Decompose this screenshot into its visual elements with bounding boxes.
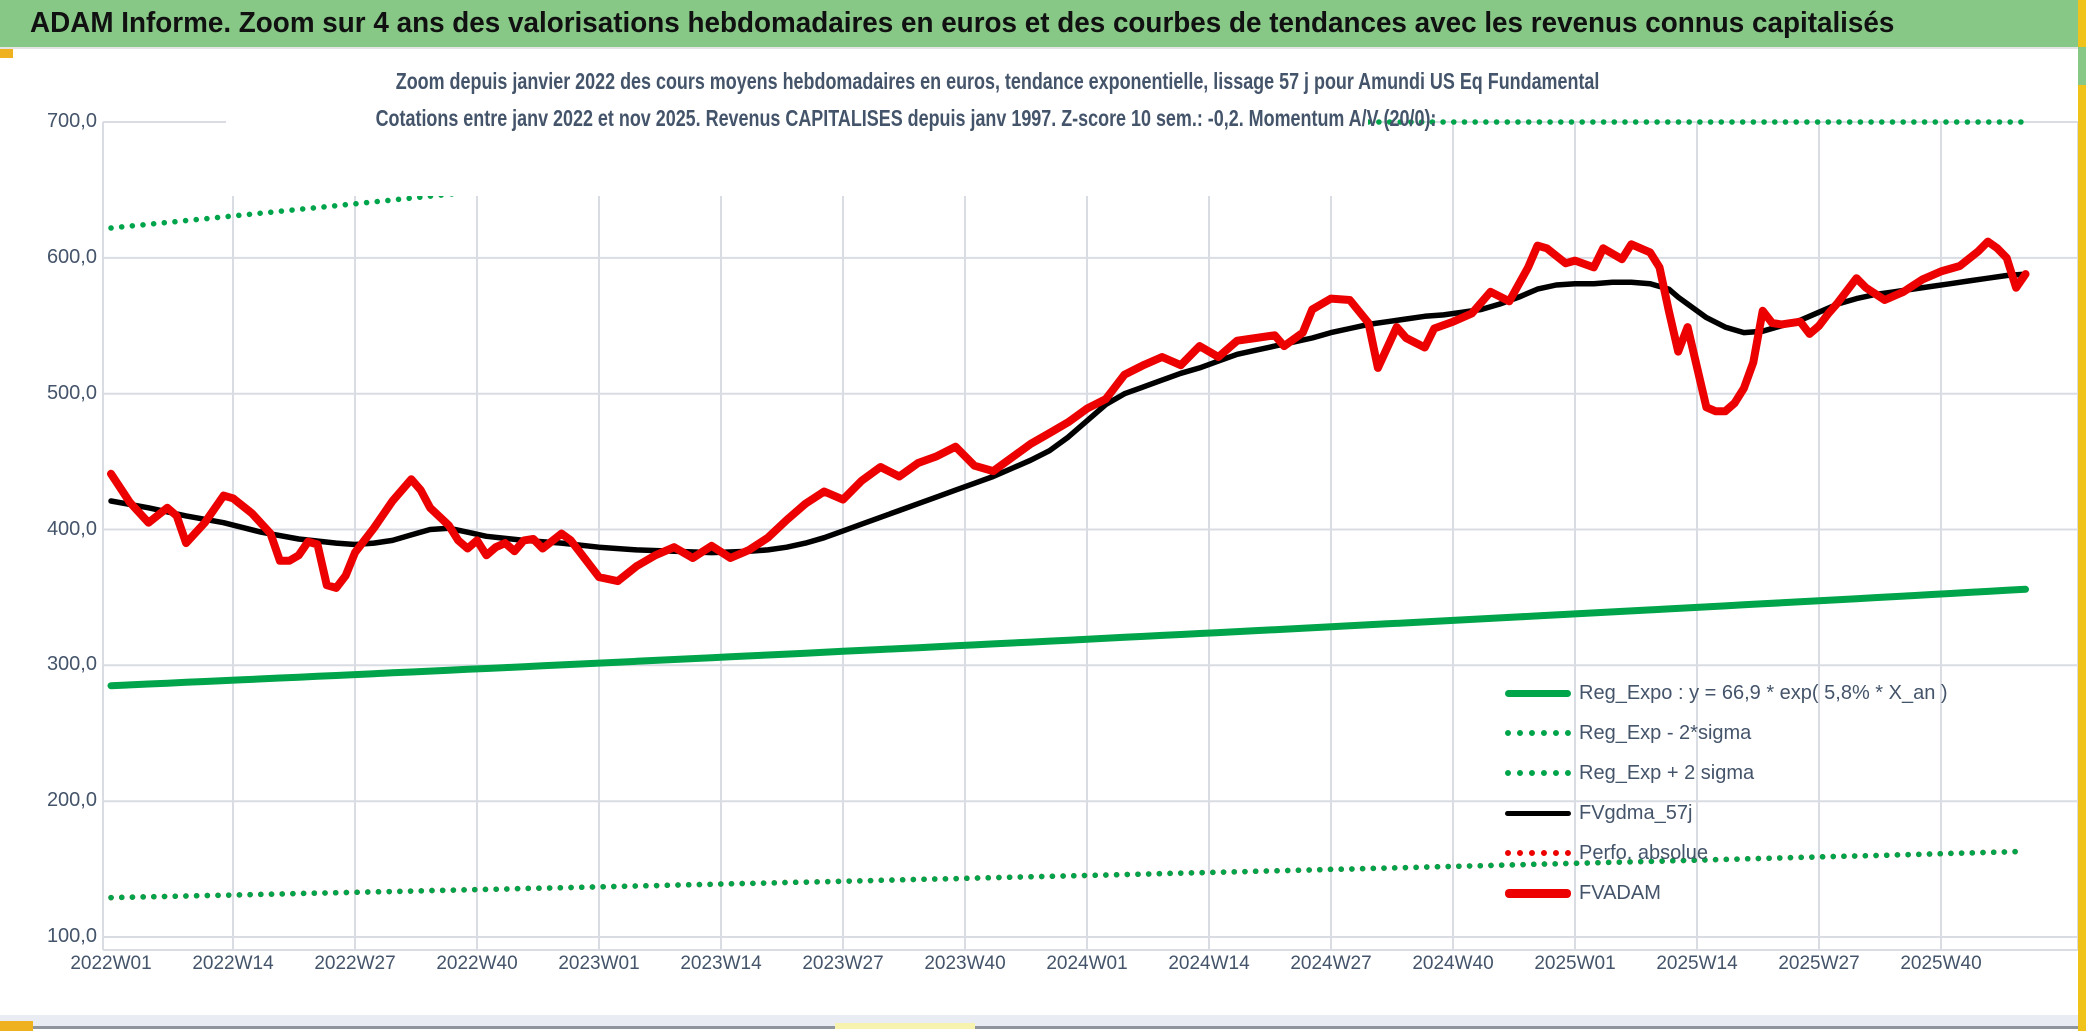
legend-label: Reg_Expo : y = 66,9 * exp( 5,8% * X_an ) bbox=[1579, 681, 1948, 704]
legend-item-fvadam[interactable]: FVADAM bbox=[1505, 873, 2065, 913]
x-axis-label: 2022W27 bbox=[314, 953, 396, 974]
chart-title: Zoom depuis janvier 2022 des cours moyen… bbox=[226, 58, 1600, 196]
y-axis-label: 100,0 bbox=[46, 925, 97, 947]
y-axis-label: 400,0 bbox=[46, 517, 97, 540]
chart-title-line1: Zoom depuis janvier 2022 des cours moyen… bbox=[395, 68, 1600, 94]
bottom-left-accent bbox=[0, 1021, 33, 1031]
x-axis-label: 2023W01 bbox=[558, 953, 640, 974]
report-header-bar: ADAM Informe. Zoom sur 4 ans des valoris… bbox=[0, 0, 2078, 47]
x-axis-label: 2022W40 bbox=[436, 953, 518, 974]
series-reg-expo[interactable] bbox=[107, 585, 2029, 690]
series-reg-exp-2-sigma[interactable] bbox=[108, 848, 2029, 901]
chart-title-line2: Cotations entre janv 2022 et nov 2025. R… bbox=[375, 105, 1437, 131]
legend-label: Reg_Exp - 2*sigma bbox=[1579, 721, 1752, 744]
x-axis-label: 2025W14 bbox=[1656, 953, 1738, 974]
report-header-title: ADAM Informe. Zoom sur 4 ans des valoris… bbox=[30, 7, 1895, 39]
series-fvgdma-57j[interactable] bbox=[108, 271, 2029, 556]
legend-label: Perfo. absolue bbox=[1579, 841, 1708, 864]
x-axis-label: 2023W40 bbox=[924, 953, 1006, 974]
x-axis-label: 2024W27 bbox=[1290, 953, 1372, 974]
y-axis-label: 700,0 bbox=[46, 110, 97, 133]
x-axis-label: 2025W40 bbox=[1900, 953, 1982, 974]
legend-dotted-line-icon bbox=[1505, 730, 1571, 736]
x-axis-label: 2025W27 bbox=[1778, 953, 1860, 974]
legend-label: FVADAM bbox=[1579, 881, 1661, 904]
x-axis-label: 2024W01 bbox=[1046, 953, 1128, 974]
legend-line-icon bbox=[1505, 810, 1571, 816]
y-axis-label: 500,0 bbox=[46, 381, 97, 404]
legend-label: Reg_Exp + 2 sigma bbox=[1579, 761, 1755, 784]
legend-dotted-line-icon bbox=[1505, 770, 1571, 776]
legend-label: FVgdma_57j bbox=[1579, 801, 1693, 824]
legend-item-perfo-absolue[interactable]: Perfo. absolue bbox=[1505, 833, 2065, 873]
legend-line-icon bbox=[1505, 689, 1571, 697]
bottom-center-accent bbox=[835, 1023, 975, 1029]
series-fvadam[interactable] bbox=[107, 237, 2030, 592]
legend-item-reg-exp-2-sigma[interactable]: Reg_Exp + 2 sigma bbox=[1505, 753, 2065, 793]
legend-item-reg-expo-y-66-9-exp-5-8-x-an-[interactable]: Reg_Expo : y = 66,9 * exp( 5,8% * X_an ) bbox=[1505, 673, 2065, 713]
x-axis-label: 2024W40 bbox=[1412, 953, 1494, 974]
legend-item-reg-exp-2-sigma[interactable]: Reg_Exp - 2*sigma bbox=[1505, 713, 2065, 753]
corner-accent bbox=[0, 49, 13, 58]
y-axis-label: 600,0 bbox=[46, 245, 97, 268]
x-axis-label: 2025W01 bbox=[1534, 953, 1616, 974]
x-axis-label: 2024W14 bbox=[1168, 953, 1250, 974]
x-axis-label: 2022W14 bbox=[192, 953, 274, 974]
bottom-divider-line bbox=[0, 1026, 2086, 1029]
y-axis-label: 300,0 bbox=[46, 653, 97, 676]
x-axis-label: 2023W14 bbox=[680, 953, 762, 974]
sheet-right-border bbox=[2078, 0, 2086, 1031]
x-axis-label: 2023W27 bbox=[802, 953, 884, 974]
y-axis-label: 200,0 bbox=[46, 789, 97, 812]
legend-item-fvgdma-57j[interactable]: FVgdma_57j bbox=[1505, 793, 2065, 833]
header-divider bbox=[0, 47, 2078, 49]
legend-dotted-line-icon bbox=[1505, 850, 1571, 856]
x-axis-label: 2022W01 bbox=[70, 953, 152, 974]
sheet-right-border-accent bbox=[2078, 47, 2086, 85]
legend-line-icon bbox=[1505, 888, 1571, 898]
bottom-status-band bbox=[0, 1015, 2086, 1026]
